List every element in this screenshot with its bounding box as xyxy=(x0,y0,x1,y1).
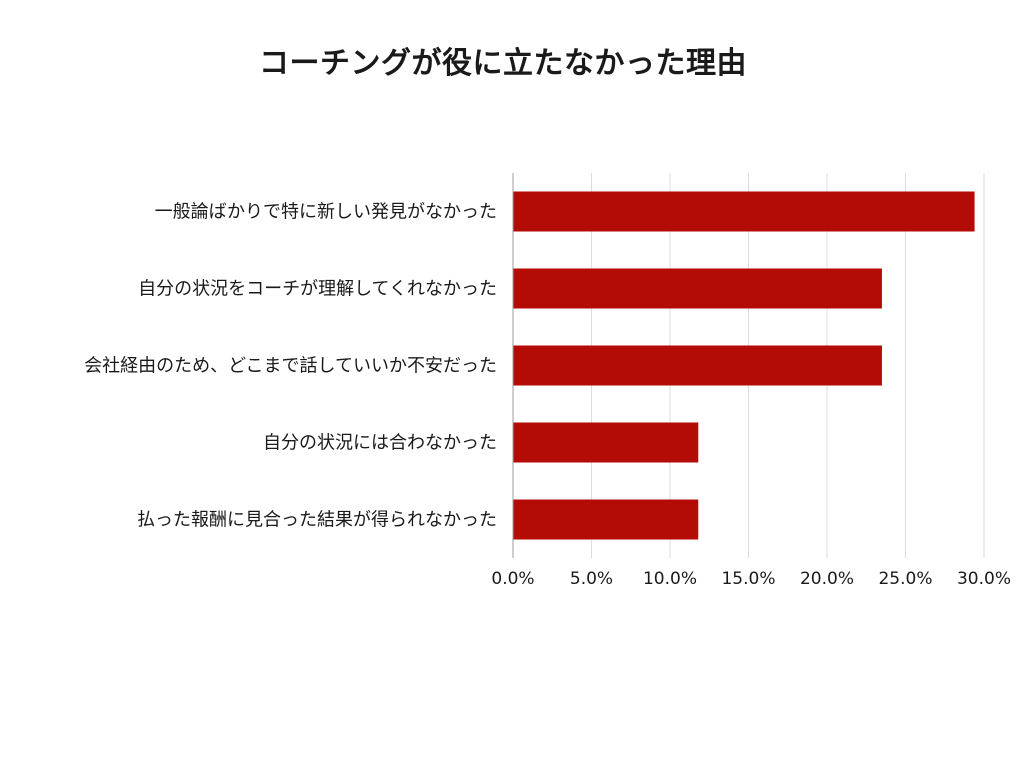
x-tick-label: 15.0% xyxy=(721,569,775,589)
bar xyxy=(513,499,699,540)
x-tick-label: 20.0% xyxy=(800,569,854,589)
category-label: 払った報酬に見合った結果が得られなかった xyxy=(137,510,497,531)
x-tick-label: 25.0% xyxy=(878,569,932,589)
chart-title: コーチングが役に立たなかった理由 xyxy=(259,46,747,81)
x-tick-label: 30.0% xyxy=(957,569,1011,589)
category-label: 一般論ばかりで特に新しい発見がなかった xyxy=(155,202,497,223)
bar xyxy=(513,268,882,309)
category-label: 自分の状況には合わなかった xyxy=(263,433,497,454)
bar xyxy=(513,345,882,386)
category-label: 自分の状況をコーチが理解してくれなかった xyxy=(138,279,497,300)
x-tick-label: 5.0% xyxy=(570,569,613,589)
category-labels: 一般論ばかりで特に新しい発見がなかった自分の状況をコーチが理解してくれなかった会… xyxy=(84,202,497,531)
category-label: 会社経由のため、どこまで話していいか不安だった xyxy=(84,356,497,377)
bar xyxy=(513,191,975,232)
x-tick-label: 0.0% xyxy=(491,569,534,589)
x-tick-label: 10.0% xyxy=(643,569,697,589)
bar xyxy=(513,422,699,463)
tick-labels: 0.0% 5.0% 10.0% 15.0% 20.0% 25.0% 30.0% xyxy=(491,569,1011,589)
bars xyxy=(513,191,975,540)
